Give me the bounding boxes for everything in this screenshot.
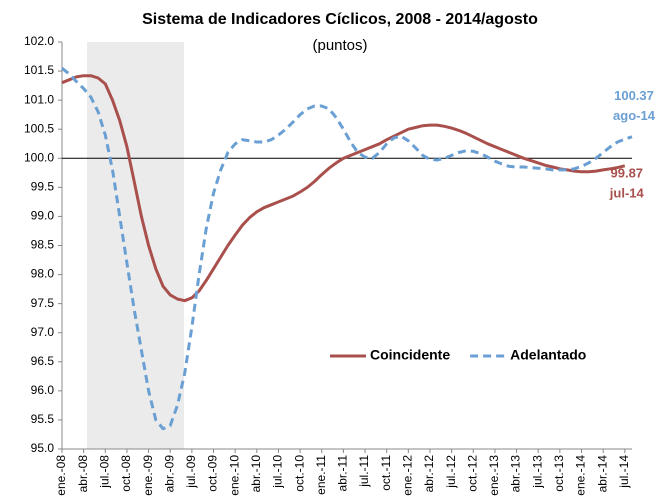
x-tick-label: oct.-09 [206, 455, 220, 492]
x-tick-label: oct.-10 [292, 455, 306, 492]
x-tick-label: jul.-11 [357, 455, 371, 488]
x-tick-label: abr.-10 [249, 455, 263, 493]
series-line [61, 67, 633, 431]
y-tick-label: 96.5 [31, 354, 55, 368]
x-tick-label: jul.-08 [97, 455, 111, 489]
y-tick-label: 99.5 [31, 180, 55, 194]
legend-label: Adelantado [510, 347, 586, 363]
end-label: 99.87 [611, 165, 644, 180]
x-tick-label: abr.-09 [162, 455, 176, 493]
chart-title: Sistema de Indicadores Cíclicos, 2008 - … [142, 11, 538, 28]
chart-subtitle: (puntos) [312, 37, 367, 54]
legend-label: Coincidente [370, 347, 450, 363]
x-tick-label: jul.-10 [271, 455, 285, 489]
y-tick-label: 97.5 [31, 296, 55, 310]
y-tick-label: 99.0 [31, 209, 55, 223]
x-tick-label: jul.-09 [184, 455, 198, 489]
y-tick-label: 101.0 [24, 92, 54, 106]
x-tick-label: ene.-10 [227, 455, 241, 496]
recession-shade [87, 42, 184, 449]
y-tick-label: 101.5 [24, 63, 54, 77]
x-tick-label: ene.-08 [54, 455, 68, 496]
x-tick-label: ene.-12 [401, 455, 415, 496]
series-line [61, 74, 626, 303]
y-tick-label: 102.0 [24, 34, 54, 48]
y-tick-label: 100.5 [24, 121, 54, 135]
x-tick-label: ene.-14 [574, 455, 588, 496]
y-tick-label: 98.0 [31, 267, 55, 281]
x-tick-label: abr.-08 [76, 455, 90, 493]
y-tick-label: 95.0 [31, 441, 55, 455]
y-tick-label: 97.0 [31, 325, 55, 339]
x-tick-label: jul.-13 [530, 455, 544, 489]
y-tick-label: 95.5 [31, 412, 55, 426]
y-tick-label: 96.0 [31, 383, 55, 397]
x-tick-label: oct.-11 [379, 455, 393, 491]
x-tick-label: jul.-12 [444, 455, 458, 489]
x-tick-label: abr.-14 [595, 455, 609, 493]
end-label: 100.37 [614, 88, 654, 103]
x-tick-label: abr.-12 [422, 455, 436, 493]
x-tick-label: ene.-09 [141, 455, 155, 496]
x-tick-label: ene.-11 [314, 455, 328, 495]
x-tick-label: ene.-13 [487, 455, 501, 496]
x-tick-label: oct.-08 [119, 455, 133, 492]
y-tick-label: 100.0 [24, 150, 54, 164]
x-tick-label: jul.-14 [617, 455, 631, 489]
x-tick-label: oct.-13 [552, 455, 566, 492]
x-tick-label: oct.-12 [465, 455, 479, 492]
end-date: jul-14 [609, 185, 645, 200]
x-tick-label: abr.-13 [509, 455, 523, 493]
x-tick-label: abr.-11 [336, 455, 350, 492]
end-date: ago-14 [613, 108, 656, 123]
y-tick-label: 98.5 [31, 238, 55, 252]
